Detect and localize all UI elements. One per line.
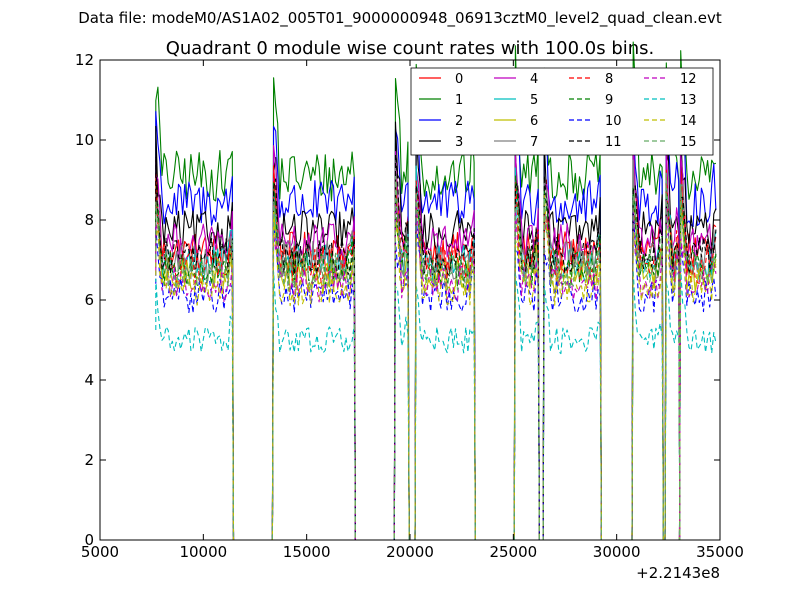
legend-label: 15 [680,135,697,150]
series-line-15 [155,172,717,541]
legend-label: 6 [530,114,538,129]
legend-label: 10 [605,114,622,129]
legend-label: 13 [680,93,697,108]
legend-label: 4 [530,72,538,87]
series-line-11 [155,154,717,541]
x-axis: 5000 10000 15000 20000 25000 30000 35000 [81,60,744,561]
series-line-1 [155,41,717,541]
x-tick-label: 5000 [81,543,119,561]
legend-label: 9 [605,93,613,108]
legend-label: 14 [680,114,697,129]
x-tick-label: 10000 [179,543,227,561]
x-tick-label: 35000 [696,543,744,561]
series-line-0 [155,148,717,541]
plot-series-group [155,41,717,541]
x-tick-label: 30000 [593,543,641,561]
legend-label: 3 [455,135,463,150]
y-tick-label: 10 [75,131,94,149]
series-line-10 [155,209,717,541]
legend-label: 11 [605,135,622,150]
x-tick-label: 20000 [386,543,434,561]
y-tick-label: 0 [84,531,94,549]
legend-label: 7 [530,135,538,150]
x-tick-label: 25000 [489,543,537,561]
legend-label: 0 [455,72,463,87]
series-line-2 [155,92,717,541]
y-tick-label: 12 [75,51,94,69]
chart-suptitle: Data file: modeM0/AS1A02_005T01_90000009… [78,9,722,28]
series-line-13 [155,267,717,541]
legend-label: 8 [605,72,613,87]
legend-label: 2 [455,114,463,129]
series-line-14 [155,194,717,541]
series-line-4 [155,136,717,541]
y-tick-label: 6 [84,291,94,309]
x-offset-label: +2.2143e8 [636,564,720,582]
y-tick-label: 8 [84,211,94,229]
legend-label: 12 [680,72,697,87]
chart-title: Quadrant 0 module wise count rates with … [166,38,655,59]
series-line-8 [155,165,717,541]
legend-label: 5 [530,93,538,108]
x-tick-label: 15000 [283,543,331,561]
y-tick-label: 4 [84,371,94,389]
series-line-12 [155,194,717,541]
y-tick-label: 2 [84,451,94,469]
legend-label: 1 [455,93,463,108]
